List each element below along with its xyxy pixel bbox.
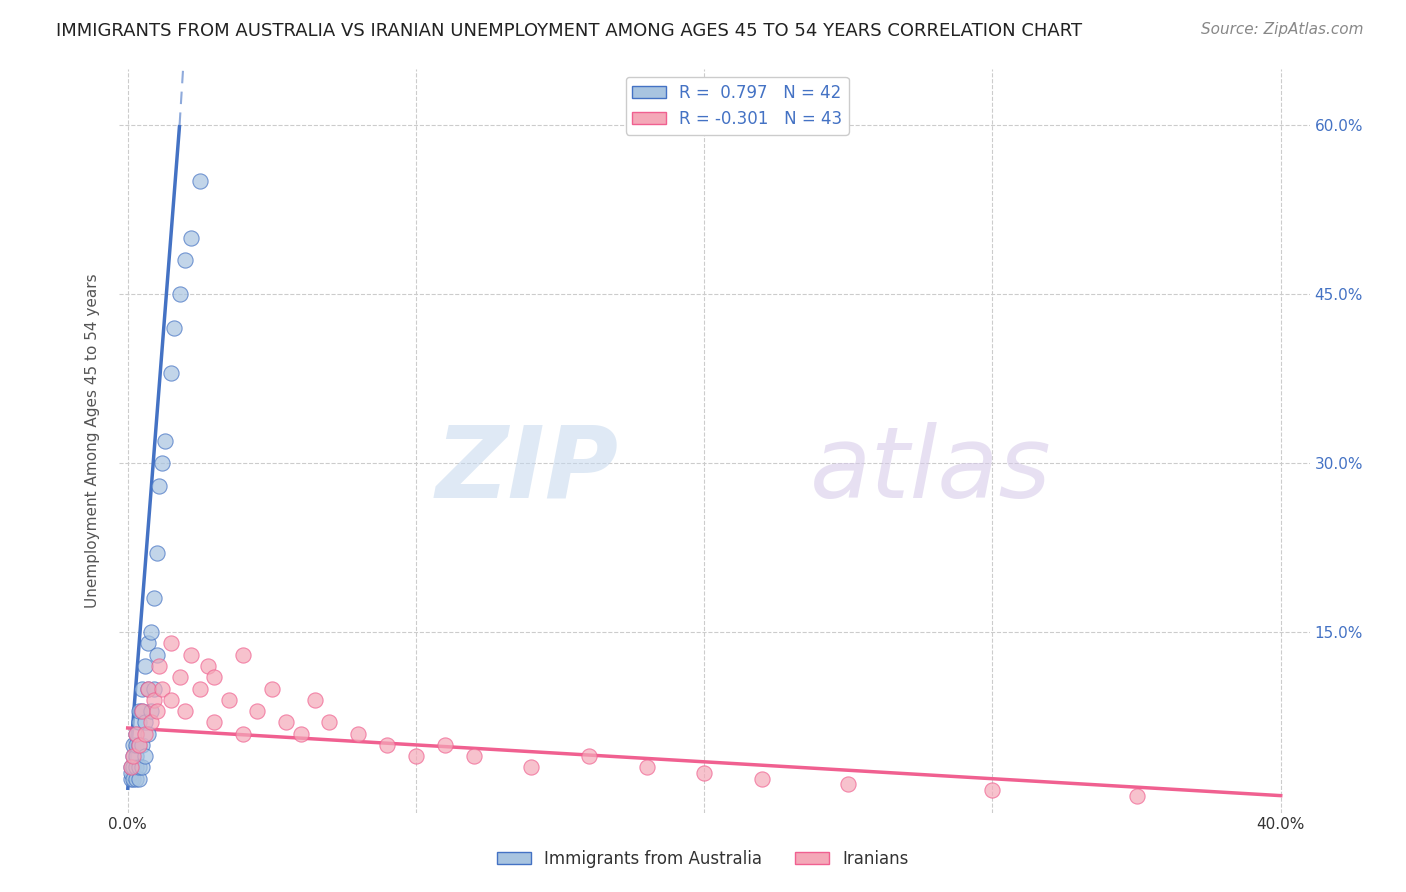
Point [134, 726, 156, 740]
Point [136, 726, 159, 740]
Point [125, 760, 148, 774]
Point [125, 726, 148, 740]
Point [218, 693, 240, 707]
Point [131, 704, 153, 718]
Point [188, 174, 211, 188]
Point [375, 738, 398, 752]
Point [837, 777, 859, 791]
Legend: Immigrants from Australia, Iranians: Immigrants from Australia, Iranians [491, 844, 915, 875]
Point [122, 738, 145, 752]
Text: IMMIGRANTS FROM AUSTRALIA VS IRANIAN UNEMPLOYMENT AMONG AGES 45 TO 54 YEARS CORR: IMMIGRANTS FROM AUSTRALIA VS IRANIAN UNE… [56, 22, 1083, 40]
Point [125, 772, 148, 786]
Point [139, 704, 162, 718]
Point [145, 546, 167, 560]
Point [142, 693, 165, 707]
Point [139, 625, 162, 640]
Point [128, 772, 150, 786]
Point [232, 726, 254, 740]
Point [169, 287, 191, 301]
Point [128, 738, 150, 752]
Point [433, 738, 456, 752]
Point [751, 772, 773, 786]
Point [122, 749, 145, 764]
Point [153, 434, 176, 448]
Point [578, 749, 600, 764]
Point [180, 230, 202, 244]
Point [145, 648, 167, 662]
Point [174, 704, 197, 718]
Point [134, 659, 156, 673]
Point [150, 456, 173, 470]
Point [131, 681, 153, 696]
Point [202, 670, 225, 684]
Point [202, 715, 225, 730]
Point [160, 636, 183, 650]
Point [128, 738, 150, 752]
Point [142, 681, 165, 696]
Y-axis label: Unemployment Among Ages 45 to 54 years: Unemployment Among Ages 45 to 54 years [86, 273, 100, 607]
Point [981, 783, 1004, 797]
Text: Source: ZipAtlas.com: Source: ZipAtlas.com [1201, 22, 1364, 37]
Point [122, 749, 145, 764]
Point [520, 760, 543, 774]
Point [174, 253, 197, 268]
Point [188, 681, 211, 696]
Point [120, 760, 142, 774]
Point [128, 704, 150, 718]
Point [148, 659, 170, 673]
Point [122, 760, 145, 774]
Point [169, 670, 191, 684]
Point [128, 715, 150, 730]
Point [693, 766, 716, 780]
Point [131, 704, 153, 718]
Point [405, 749, 427, 764]
Point [347, 726, 370, 740]
Point [160, 693, 183, 707]
Point [260, 681, 283, 696]
Point [134, 749, 156, 764]
Point [150, 681, 173, 696]
Point [120, 772, 142, 786]
Point [131, 738, 153, 752]
Legend: R =  0.797   N = 42, R = -0.301   N = 43: R = 0.797 N = 42, R = -0.301 N = 43 [626, 77, 849, 135]
Point [136, 681, 159, 696]
Point [142, 591, 165, 606]
Text: ZIP: ZIP [436, 422, 619, 519]
Point [125, 726, 148, 740]
Point [134, 715, 156, 730]
Point [131, 760, 153, 774]
Point [120, 766, 142, 780]
Point [163, 320, 186, 334]
Point [122, 772, 145, 786]
Point [148, 478, 170, 492]
Point [276, 715, 298, 730]
Point [136, 636, 159, 650]
Point [246, 704, 269, 718]
Point [318, 715, 340, 730]
Point [197, 659, 219, 673]
Point [232, 648, 254, 662]
Point [125, 738, 148, 752]
Point [1125, 789, 1147, 803]
Point [463, 749, 485, 764]
Text: atlas: atlas [810, 422, 1052, 519]
Point [120, 760, 142, 774]
Point [136, 681, 159, 696]
Point [139, 715, 162, 730]
Point [160, 366, 183, 380]
Point [145, 704, 167, 718]
Point [290, 726, 312, 740]
Point [125, 749, 148, 764]
Point [636, 760, 658, 774]
Point [180, 648, 202, 662]
Point [304, 693, 326, 707]
Point [128, 760, 150, 774]
